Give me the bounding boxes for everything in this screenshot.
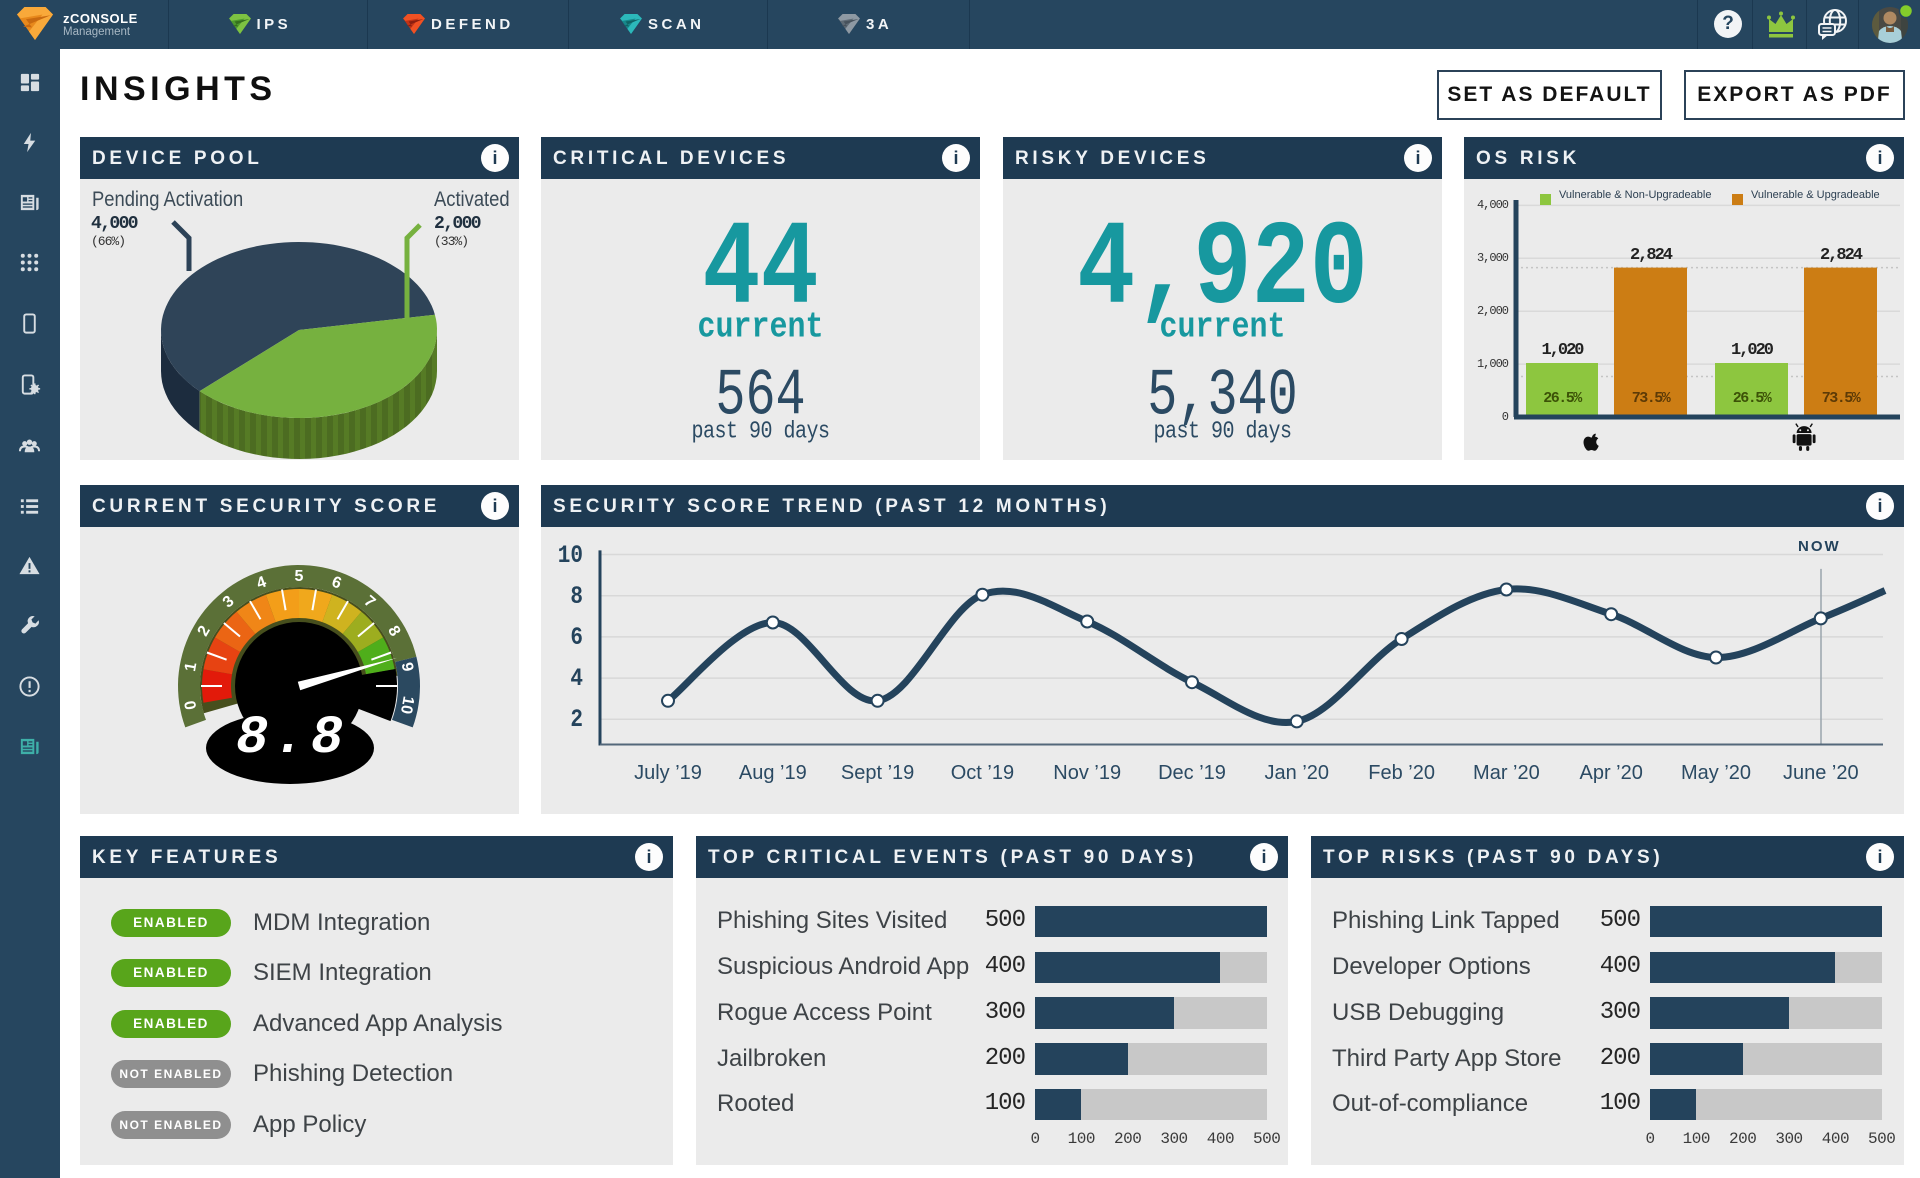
svg-text:1: 1	[182, 661, 200, 673]
svg-text:8.8: 8.8	[236, 708, 348, 769]
svg-text:9: 9	[398, 661, 416, 673]
svg-text:10: 10	[397, 695, 417, 716]
svg-text:0: 0	[182, 699, 200, 711]
svg-text:5: 5	[295, 568, 304, 585]
